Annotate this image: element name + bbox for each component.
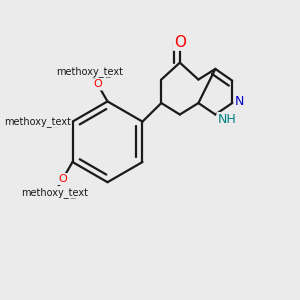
- Text: O: O: [58, 174, 67, 184]
- Text: methoxy_text: methoxy_text: [4, 116, 71, 127]
- Text: methoxy_text: methoxy_text: [22, 187, 88, 198]
- Text: methoxy_C: methoxy_C: [63, 66, 117, 76]
- Text: O: O: [93, 80, 102, 89]
- Text: methoxy_C: methoxy_C: [11, 116, 65, 127]
- Text: O: O: [93, 80, 102, 89]
- Text: O: O: [174, 35, 186, 50]
- Text: O: O: [58, 174, 67, 184]
- Text: O: O: [49, 117, 57, 127]
- Text: methoxy_text: methoxy_text: [56, 66, 124, 76]
- Text: methoxy_C: methoxy_C: [28, 187, 82, 198]
- Text: N: N: [235, 95, 244, 108]
- Text: O: O: [49, 117, 57, 127]
- Text: NH: NH: [218, 113, 236, 126]
